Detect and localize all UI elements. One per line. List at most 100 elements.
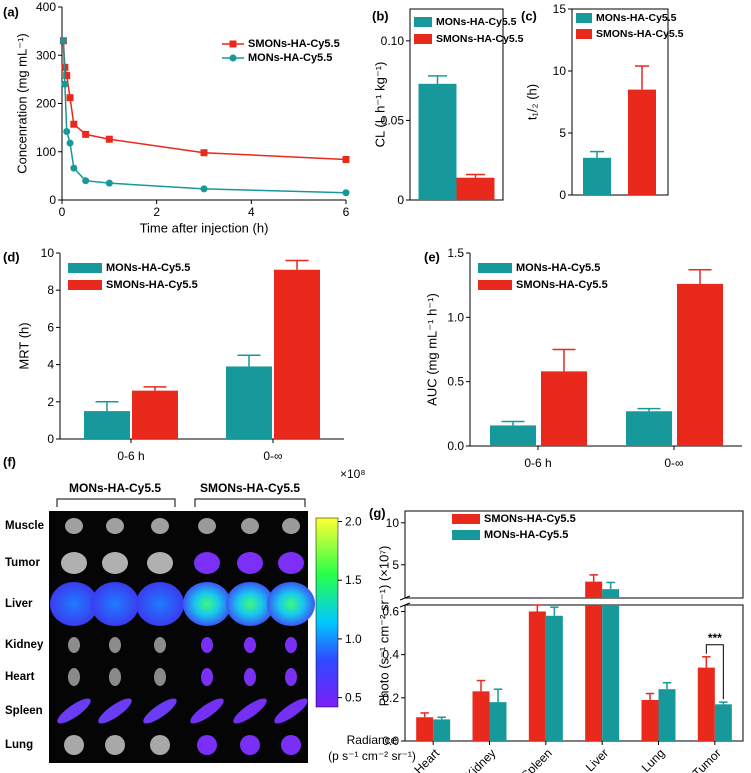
y-tick-label: 300 <box>36 48 56 62</box>
panel-label: (f) <box>3 455 16 470</box>
x-axis-title: Time after injection (h) <box>140 221 269 236</box>
legend-label: SMONs-HA-Cy5.5 <box>484 513 576 525</box>
x-tick-label: 6 <box>343 205 350 219</box>
x-tick-label: 4 <box>248 205 255 219</box>
y-axis-title: Photo (s⁻¹ cm⁻² sr⁻¹) (×10⁷) <box>377 546 392 707</box>
bar <box>416 717 434 741</box>
organ-image <box>102 552 128 574</box>
legend-swatch <box>576 13 592 23</box>
plot-frame <box>404 604 744 742</box>
point <box>66 139 74 147</box>
organ-image <box>98 698 132 724</box>
legend-swatch <box>68 263 102 273</box>
y-axis-title: AUC (mg mL⁻¹ h⁻¹) <box>425 293 440 406</box>
bar <box>545 615 563 741</box>
legend-swatch <box>414 17 432 27</box>
colorbar-tick-label: 1.0 <box>345 632 362 646</box>
legend-marker <box>229 40 237 48</box>
x-tick-label: Tumor <box>690 746 724 773</box>
colorbar-tick-label: 0.5 <box>345 691 362 705</box>
y-tick-label: 0 <box>49 193 56 207</box>
organ-image <box>154 637 166 653</box>
organ-image <box>61 552 87 574</box>
organ-image <box>151 518 169 534</box>
colorbar-multiplier: ×10⁸ <box>340 467 365 481</box>
y-tick-label: 0 <box>47 432 54 446</box>
legend-label: SMONs-HA-Cy5.5 <box>596 28 684 40</box>
organ-image <box>244 637 256 653</box>
legend-swatch <box>478 263 512 273</box>
point <box>200 185 208 193</box>
y-tick-label: 0 <box>559 188 566 202</box>
panel-label: (c) <box>521 9 537 24</box>
plot-frame <box>404 510 744 599</box>
x-tick-label: Spleen <box>518 746 554 773</box>
legend-swatch <box>478 280 512 290</box>
organ-image <box>194 552 220 574</box>
bar <box>541 371 587 446</box>
point <box>63 72 71 80</box>
organ-image <box>109 637 121 653</box>
point <box>82 177 90 185</box>
legend-label: MONs-HA-Cy5.5 <box>484 529 568 541</box>
bar <box>626 411 672 446</box>
legend-label: MONs-HA-Cy5.5 <box>436 16 517 28</box>
legend-marker <box>229 54 237 62</box>
significance-bracket <box>705 644 724 700</box>
point <box>63 127 71 135</box>
y-tick-label: 0.0 <box>447 439 464 453</box>
bar <box>226 366 272 439</box>
organ-image <box>183 582 231 626</box>
y-tick-label: 5 <box>559 126 566 140</box>
y-tick-label: 15 <box>553 2 567 16</box>
organ-image <box>50 582 98 626</box>
organ-image <box>197 735 217 755</box>
bar <box>628 89 656 195</box>
point <box>59 37 67 45</box>
organ-image <box>190 698 224 724</box>
x-tick-label: Kidney <box>463 746 499 773</box>
group-bracket <box>56 498 176 507</box>
bar <box>528 611 546 741</box>
point <box>66 94 74 102</box>
x-tick-label: Liver <box>583 746 611 773</box>
organ-image <box>240 735 260 755</box>
y-tick-label: 2 <box>47 395 54 409</box>
bar <box>274 269 320 439</box>
organ-label: Muscle <box>5 520 44 532</box>
organ-image <box>136 582 184 626</box>
legend-label: SMONs-HA-Cy5.5 <box>516 279 608 291</box>
plot-frame <box>571 8 669 196</box>
colorbar-title: Radiance <box>347 733 398 747</box>
legend-label: MONs-HA-Cy5.5 <box>596 12 677 24</box>
bar <box>489 702 507 741</box>
bar <box>583 157 611 195</box>
y-tick-label: 4 <box>47 358 54 372</box>
y-tick-label: 0.10 <box>381 34 405 48</box>
axis-break <box>399 595 411 601</box>
y-axis-title: MRT (h) <box>17 322 32 369</box>
x-tick-label: Lung <box>639 746 668 773</box>
organ-label: Lung <box>5 739 33 751</box>
legend-label: SMONs-HA-Cy5.5 <box>248 38 340 50</box>
organ-image <box>226 582 274 626</box>
x-tick-label: 0-6 h <box>524 456 551 470</box>
panel-label: (a) <box>3 5 19 20</box>
bar <box>472 691 490 741</box>
legend-label: SMONs-HA-Cy5.5 <box>106 279 198 291</box>
legend-label: MONs-HA-Cy5.5 <box>516 262 600 274</box>
colorbar <box>315 517 339 708</box>
organ-image <box>143 698 177 724</box>
organ-image <box>201 637 213 653</box>
organ-image <box>244 668 256 686</box>
y-tick-label: 0.5 <box>447 375 464 389</box>
organ-image <box>106 518 124 534</box>
y-tick-label: 0.05 <box>381 113 405 127</box>
organ-image <box>68 637 80 653</box>
x-tick-label: 0-6 h <box>117 449 144 463</box>
organ-label: Heart <box>5 671 35 683</box>
bar <box>697 667 715 741</box>
bar <box>602 605 620 741</box>
organ-image <box>198 518 216 534</box>
